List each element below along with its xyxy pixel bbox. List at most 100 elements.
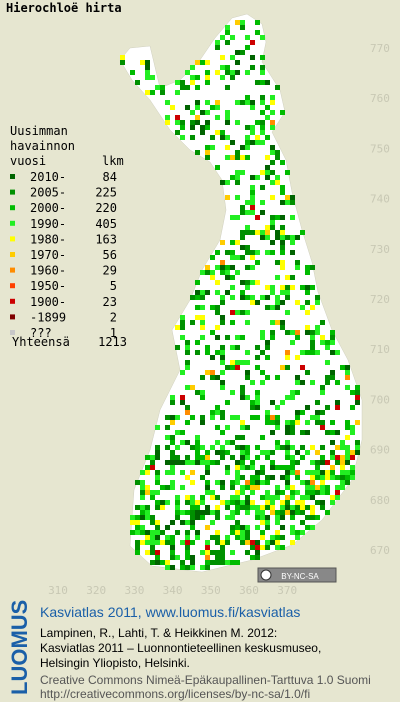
square (270, 145, 275, 150)
square (240, 395, 245, 400)
square (225, 560, 230, 565)
square (235, 445, 240, 450)
square (145, 510, 150, 515)
square (280, 465, 285, 470)
square (200, 290, 205, 295)
square (245, 45, 250, 50)
square (270, 195, 275, 200)
square (335, 405, 340, 410)
square (175, 445, 180, 450)
square (270, 110, 275, 115)
square (230, 515, 235, 520)
square (285, 505, 290, 510)
x-coordinate: 310 (48, 584, 68, 597)
square (190, 560, 195, 565)
license-line: Creative Commons Nimeä-Epäkaupallinen-Ta… (40, 673, 371, 687)
link[interactable]: Kasviatlas 2011, www.luomus.fi/kasviatla… (40, 604, 300, 620)
y-coordinate: 710 (370, 343, 390, 356)
square (245, 370, 250, 375)
square (270, 95, 275, 100)
square (205, 270, 210, 275)
square (265, 500, 270, 505)
square (245, 530, 250, 535)
square (250, 475, 255, 480)
square (275, 425, 280, 430)
square (310, 525, 315, 530)
square (190, 565, 195, 570)
square (130, 70, 135, 75)
square (275, 275, 280, 280)
square (280, 240, 285, 245)
square (210, 375, 215, 380)
square (165, 115, 170, 120)
square (200, 295, 205, 300)
square (330, 455, 335, 460)
square (245, 35, 250, 40)
square (245, 540, 250, 545)
square (340, 455, 345, 460)
square (285, 310, 290, 315)
square (220, 500, 225, 505)
square (195, 500, 200, 505)
square (240, 290, 245, 295)
square (350, 405, 355, 410)
square (220, 450, 225, 455)
square (245, 550, 250, 555)
square (290, 530, 295, 535)
square (260, 185, 265, 190)
square (175, 495, 180, 500)
square (335, 400, 340, 405)
square (210, 460, 215, 465)
citation-line: Kasviatlas 2011 – Luonnontieteellinen ke… (40, 641, 321, 655)
square (290, 505, 295, 510)
square (335, 380, 340, 385)
square (215, 450, 220, 455)
square (325, 380, 330, 385)
square (295, 415, 300, 420)
square (330, 450, 335, 455)
square (225, 70, 230, 75)
square (240, 500, 245, 505)
square (265, 495, 270, 500)
square (265, 490, 270, 495)
square (210, 270, 215, 275)
square (185, 70, 190, 75)
square (210, 135, 215, 140)
square (150, 560, 155, 565)
square (245, 485, 250, 490)
square (210, 535, 215, 540)
square (305, 325, 310, 330)
square (285, 275, 290, 280)
square (255, 80, 260, 85)
square (135, 545, 140, 550)
square (250, 485, 255, 490)
square (195, 305, 200, 310)
occurrence-squares (120, 20, 360, 570)
square (245, 135, 250, 140)
square (200, 375, 205, 380)
square (140, 525, 145, 530)
square (305, 270, 310, 275)
square (180, 315, 185, 320)
coordinates: 770 760 750 740 730 720 710 700 690 680 670 310 320 3… (48, 42, 390, 597)
square (225, 515, 230, 520)
square (260, 335, 265, 340)
square (290, 525, 295, 530)
square (165, 565, 170, 570)
square (235, 50, 240, 55)
square (285, 485, 290, 490)
square (225, 290, 230, 295)
square (320, 490, 325, 495)
square (270, 475, 275, 480)
square (265, 165, 270, 170)
square (200, 500, 205, 505)
square (270, 225, 275, 230)
square (330, 370, 335, 375)
square (240, 360, 245, 365)
square (300, 500, 305, 505)
square (330, 340, 335, 345)
square (265, 545, 270, 550)
square (265, 345, 270, 350)
square (355, 385, 360, 390)
square (170, 400, 175, 405)
